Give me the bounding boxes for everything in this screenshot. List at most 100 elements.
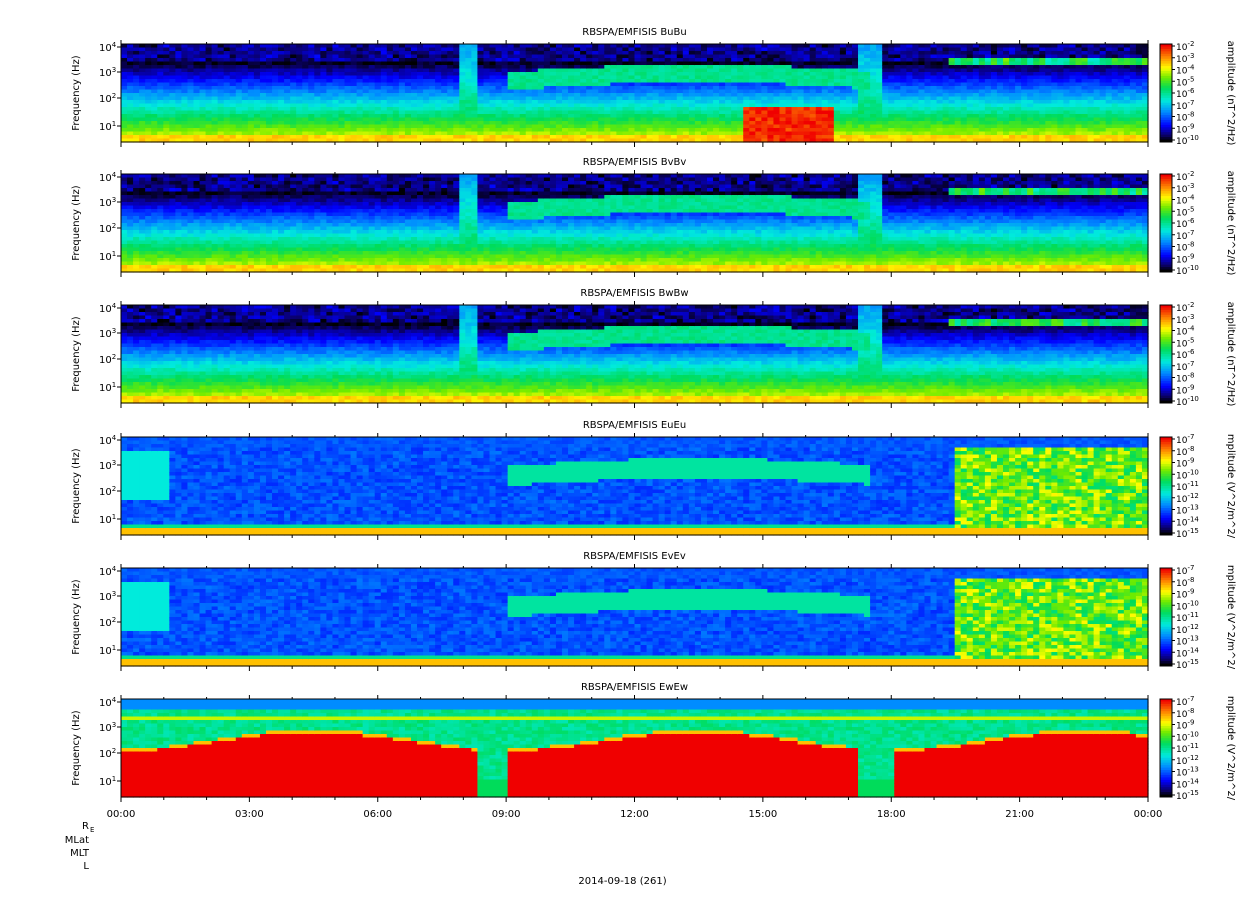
heatmap-cell <box>677 83 684 87</box>
heatmap-cell <box>834 90 841 94</box>
heatmap-cell <box>514 76 521 80</box>
heatmap-cell <box>707 62 714 66</box>
heatmap-cell <box>876 72 883 76</box>
heatmap-cell <box>477 100 484 104</box>
heatmap-cell <box>701 125 708 129</box>
heatmap-cell <box>574 48 581 52</box>
heatmap-cell <box>1112 72 1119 76</box>
heatmap-cell <box>991 44 998 48</box>
heatmap-cell <box>483 65 490 69</box>
heatmap-cell <box>592 118 599 122</box>
heatmap-cell <box>695 62 702 66</box>
heatmap-cell <box>175 104 182 108</box>
heatmap-cell <box>707 51 714 55</box>
heatmap-cell <box>520 79 527 83</box>
heatmap-cell <box>399 55 406 59</box>
heatmap-cell <box>858 97 865 101</box>
heatmap-cell <box>175 111 182 115</box>
heatmap-cell <box>351 93 358 97</box>
heatmap-cell <box>236 58 243 62</box>
heatmap-cell <box>212 44 219 48</box>
heatmap-cell <box>145 69 152 73</box>
heatmap-cell <box>973 135 980 139</box>
heatmap-cell <box>1082 93 1089 97</box>
heatmap-cell <box>1003 128 1010 132</box>
heatmap-cell <box>121 199 128 203</box>
heatmap-cell <box>810 121 817 125</box>
heatmap-cell <box>635 93 642 97</box>
heatmap-cell <box>399 69 406 73</box>
heatmap-cell <box>973 83 980 87</box>
heatmap-cell <box>1069 83 1076 87</box>
heatmap-cell <box>967 128 974 132</box>
heatmap-cell <box>266 65 273 69</box>
heatmap-cell <box>967 107 974 111</box>
heatmap-cell <box>200 118 207 122</box>
heatmap-cell <box>1057 104 1064 108</box>
heatmap-cell <box>834 114 841 118</box>
heatmap-cell <box>502 104 509 108</box>
heatmap-cell <box>248 55 255 59</box>
heatmap-cell <box>671 83 678 87</box>
heatmap-cell <box>465 86 472 90</box>
heatmap-cell <box>713 65 720 69</box>
heatmap-cell <box>737 69 744 73</box>
heatmap-cell <box>598 58 605 62</box>
heatmap-cell <box>1130 132 1137 136</box>
heatmap-cell <box>272 111 279 115</box>
heatmap-cell <box>423 79 430 83</box>
heatmap-cell <box>218 86 225 90</box>
heatmap-cell <box>387 97 394 101</box>
heatmap-cell <box>187 121 194 125</box>
heatmap-cell <box>931 132 938 136</box>
heatmap-cell <box>502 72 509 76</box>
heatmap-cell <box>326 44 333 48</box>
heatmap-cell <box>882 114 889 118</box>
heatmap-cell <box>1069 69 1076 73</box>
heatmap-cell <box>725 65 732 69</box>
heatmap-cell <box>429 55 436 59</box>
heatmap-cell <box>647 121 654 125</box>
heatmap-cells <box>121 44 1149 143</box>
heatmap-cell <box>943 111 950 115</box>
heatmap-cell <box>918 111 925 115</box>
heatmap-cell <box>671 111 678 115</box>
heatmap-cell <box>725 86 732 90</box>
heatmap-cell <box>659 86 666 90</box>
heatmap-cell <box>556 118 563 122</box>
heatmap-cell <box>1015 55 1022 59</box>
heatmap-cell <box>912 135 919 139</box>
heatmap-cell <box>429 118 436 122</box>
heatmap-cell <box>1076 107 1083 111</box>
heatmap-cell <box>471 107 478 111</box>
heatmap-cell <box>133 227 140 231</box>
heatmap-cell <box>296 69 303 73</box>
heatmap-cell <box>429 48 436 52</box>
heatmap-cell <box>1045 72 1052 76</box>
heatmap-cell <box>659 58 666 62</box>
heatmap-cell <box>985 97 992 101</box>
heatmap-cell <box>882 107 889 111</box>
heatmap-cell <box>133 76 140 80</box>
heatmap-cell <box>616 51 623 55</box>
heatmap-cell <box>592 125 599 129</box>
heatmap-cell <box>749 132 756 136</box>
heatmap-cell <box>918 79 925 83</box>
heatmap-cell <box>538 111 545 115</box>
heatmap-cell <box>248 118 255 122</box>
heatmap-cell <box>296 93 303 97</box>
heatmap-cell <box>441 125 448 129</box>
heatmap-cell <box>683 121 690 125</box>
heatmap-cell <box>405 69 412 73</box>
heatmap-cell <box>647 72 654 76</box>
heatmap-cell <box>417 132 424 136</box>
heatmap-cell <box>840 128 847 132</box>
heatmap-cell <box>326 69 333 73</box>
heatmap-cell <box>961 55 968 59</box>
heatmap-cell <box>230 86 237 90</box>
heatmap-cell <box>181 104 188 108</box>
heatmap-cell <box>1112 69 1119 73</box>
heatmap-cell <box>695 83 702 87</box>
heatmap-cell <box>689 121 696 125</box>
heatmap-cell <box>1088 69 1095 73</box>
